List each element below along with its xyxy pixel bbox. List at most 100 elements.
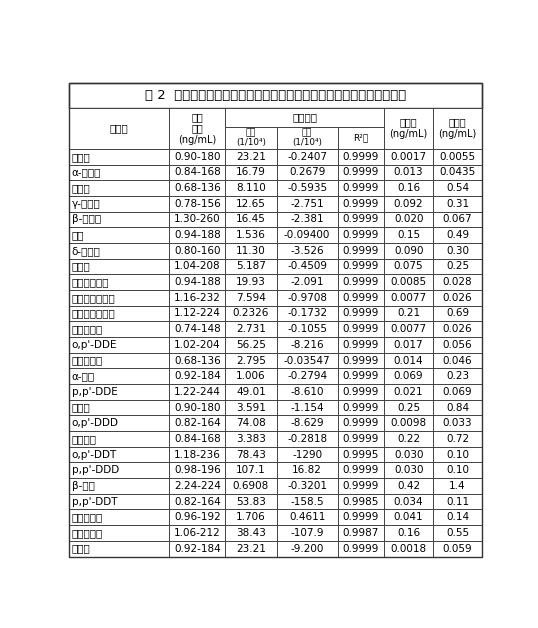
Bar [169,212,225,227]
Text: 0.021: 0.021 [394,387,423,397]
Text: β-六六六: β-六六六 [72,214,101,224]
Text: 艾氏剂: 艾氏剂 [72,261,90,271]
Text: 19.93: 19.93 [236,277,266,287]
Bar [337,399,384,415]
Text: 0.9999: 0.9999 [343,418,379,428]
Text: 0.15: 0.15 [397,230,420,240]
Bar [69,447,169,462]
Bar [384,478,433,494]
Text: 0.033: 0.033 [443,418,472,428]
Text: 1.16-232: 1.16-232 [174,293,221,303]
Bar [69,337,169,353]
Text: 1.536: 1.536 [236,230,266,240]
Text: 0.84: 0.84 [446,403,469,413]
Text: -0.2818: -0.2818 [287,434,327,444]
Text: 1.006: 1.006 [236,371,266,381]
Bar [433,399,482,415]
Bar [69,274,169,290]
Text: 0.94-188: 0.94-188 [174,277,221,287]
Bar [169,415,225,431]
Bar [337,149,384,165]
Bar [277,165,337,180]
Text: 16.45: 16.45 [236,214,266,224]
Text: 0.0018: 0.0018 [391,544,427,554]
Bar [69,353,169,369]
Text: 0.092: 0.092 [394,198,423,208]
Text: 0.020: 0.020 [394,214,423,224]
Bar [277,415,337,431]
Text: p,p'-DDE: p,p'-DDE [72,387,118,397]
Bar [225,165,277,180]
Text: 1.12-224: 1.12-224 [174,308,221,318]
Text: -0.2794: -0.2794 [287,371,327,381]
Bar [277,431,337,447]
Text: 0.041: 0.041 [394,512,423,522]
Bar [69,180,169,196]
Text: 0.069: 0.069 [443,387,472,397]
Bar [169,541,225,556]
Bar [337,127,384,149]
Text: 0.030: 0.030 [394,450,423,460]
Bar [277,525,337,541]
Bar [384,384,433,399]
Bar [337,227,384,243]
Text: 0.090: 0.090 [394,246,423,256]
Text: 0.9999: 0.9999 [343,198,379,208]
Bar [225,108,384,127]
Text: 16.79: 16.79 [236,168,266,177]
Text: 8.110: 8.110 [236,183,266,193]
Bar [69,415,169,431]
Text: -9.200: -9.200 [291,544,324,554]
Bar [337,509,384,525]
Text: 0.42: 0.42 [397,481,420,491]
Bar [277,227,337,243]
Text: 氯丹（顺）: 氯丹（顺） [72,355,103,365]
Text: 0.9999: 0.9999 [343,434,379,444]
Text: 0.23: 0.23 [446,371,469,381]
Bar [337,447,384,462]
Text: -0.09400: -0.09400 [284,230,330,240]
Bar [69,494,169,509]
Bar [337,165,384,180]
Text: 斜率
(1/10⁴): 斜率 (1/10⁴) [236,128,266,148]
Bar [169,399,225,415]
Text: γ-六六六: γ-六六六 [72,198,101,208]
Text: -0.1732: -0.1732 [287,308,327,318]
Bar [225,306,277,322]
Text: 1.18-236: 1.18-236 [174,450,221,460]
Text: 0.16: 0.16 [397,528,420,538]
Text: R²值: R²值 [353,133,369,143]
Bar [277,462,337,478]
Text: 表 2  本发明方法中目标分析物的线性范围、工作曲线、定量限和检测限: 表 2 本发明方法中目标分析物的线性范围、工作曲线、定量限和检测限 [145,89,406,102]
Bar [433,149,482,165]
Text: 5.187: 5.187 [236,261,266,271]
Bar [69,399,169,415]
Bar [277,212,337,227]
Bar [225,259,277,274]
Bar [337,541,384,556]
Bar [225,337,277,353]
Bar [225,447,277,462]
Bar [169,227,225,243]
Text: 甲氧滴滴涕: 甲氧滴滴涕 [72,528,103,538]
Text: 0.026: 0.026 [443,324,472,334]
Bar [384,447,433,462]
Bar [384,494,433,509]
Text: 2.731: 2.731 [236,324,266,334]
Text: 49.01: 49.01 [236,387,266,397]
Bar [225,415,277,431]
Bar [384,525,433,541]
Text: 74.08: 74.08 [236,418,266,428]
Bar [169,353,225,369]
Text: 0.22: 0.22 [397,434,420,444]
Bar [384,462,433,478]
Bar [337,337,384,353]
Bar [384,212,433,227]
Bar [277,243,337,259]
Text: α-六六六: α-六六六 [72,168,101,177]
Bar [277,541,337,556]
Bar [433,322,482,337]
Bar [384,180,433,196]
Bar [384,322,433,337]
Text: 0.9999: 0.9999 [343,214,379,224]
